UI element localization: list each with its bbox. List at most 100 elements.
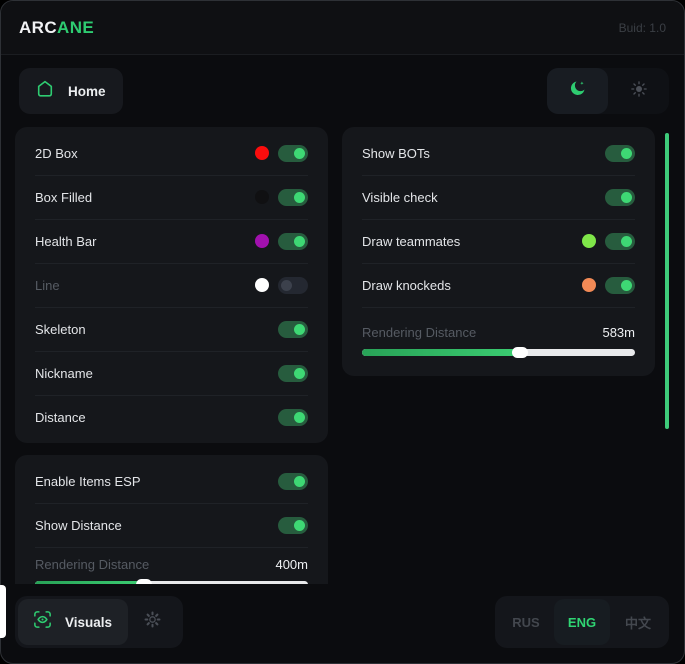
slider-fill [362, 349, 521, 356]
setting-row-draw-knockeds[interactable]: Draw knockeds [342, 263, 655, 307]
toggle-knob [621, 147, 632, 159]
toggle-knob [621, 191, 632, 203]
toggle-knob [621, 235, 632, 247]
setting-label: Skeleton [35, 321, 86, 337]
toggle-knob [294, 235, 305, 247]
toggle-switch[interactable] [278, 276, 308, 294]
visuals-label: Visuals [65, 614, 113, 630]
footer-nav: Visuals [15, 596, 183, 648]
theme-switcher [547, 68, 669, 114]
player-esp-panel: 2D Box Box Filled Health Bar Line [15, 127, 328, 443]
toggle-switch[interactable] [605, 188, 635, 206]
title-bar: ARCANE Buid: 1.0 [1, 1, 684, 55]
setting-row-line[interactable]: Line [15, 263, 328, 307]
items-rendering-distance-slider-block: Rendering Distance 400m [15, 547, 328, 584]
toggle-switch[interactable] [278, 364, 308, 382]
toggle-switch[interactable] [605, 232, 635, 250]
toggle-switch[interactable] [278, 144, 308, 162]
logo-text-primary: ARC [19, 17, 58, 37]
home-label: Home [68, 83, 106, 99]
setting-row-visible-check[interactable]: Visible check [342, 175, 655, 219]
visuals-tab[interactable]: Visuals [18, 599, 128, 645]
setting-label: Draw teammates [362, 233, 461, 249]
toggle-switch[interactable] [278, 516, 308, 534]
toggle-switch[interactable] [278, 232, 308, 250]
toggle-knob [294, 147, 305, 159]
slider-fill [35, 581, 145, 584]
sun-icon [630, 80, 648, 103]
toggle-switch[interactable] [278, 188, 308, 206]
toggle-knob [294, 519, 305, 531]
toggle-knob [294, 191, 305, 203]
right-column: Show BOTs Visible check Draw teammates D… [342, 127, 655, 376]
setting-row-distance[interactable]: Distance [15, 395, 328, 439]
toggle-knob [281, 279, 292, 291]
setting-row-skeleton[interactable]: Skeleton [15, 307, 328, 351]
color-swatch[interactable] [255, 146, 269, 160]
toggle-switch[interactable] [605, 276, 635, 294]
setting-label: Draw knockeds [362, 277, 451, 293]
setting-label: Nickname [35, 365, 93, 381]
language-button-eng[interactable]: ENG [554, 599, 610, 645]
home-tab[interactable]: Home [19, 68, 123, 114]
setting-label: Show BOTs [362, 145, 430, 161]
color-swatch[interactable] [582, 234, 596, 248]
language-button-zh[interactable]: 中文 [624, 615, 651, 631]
vertical-scrollbar[interactable] [665, 133, 669, 429]
settings-tab[interactable] [128, 599, 176, 645]
setting-label: Line [35, 277, 60, 293]
setting-label: Distance [35, 409, 86, 425]
setting-label: 2D Box [35, 145, 78, 161]
slider-thumb[interactable] [512, 347, 529, 358]
logo-text-accent: ANE [57, 17, 95, 37]
slider-track[interactable] [35, 579, 308, 584]
setting-label: Enable Items ESP [35, 473, 141, 489]
setting-label: Visible check [362, 189, 438, 205]
dark-theme-button[interactable] [547, 68, 608, 114]
color-swatch[interactable] [582, 278, 596, 292]
visuals-eye-scan-icon [32, 609, 53, 635]
setting-label: Health Bar [35, 233, 97, 249]
slider-value: 583m [602, 324, 635, 340]
setting-label: Show Distance [35, 517, 122, 533]
color-swatch[interactable] [255, 190, 269, 204]
home-icon [35, 79, 55, 104]
color-swatch[interactable] [255, 278, 269, 292]
setting-row-health-bar[interactable]: Health Bar [15, 219, 328, 263]
setting-row-show-distance[interactable]: Show Distance [15, 503, 328, 547]
build-version: Buid: 1.0 [618, 20, 666, 35]
toggle-switch[interactable] [278, 320, 308, 338]
content-area: 2D Box Box Filled Health Bar Line [15, 127, 655, 584]
items-esp-panel: Enable Items ESP Show Distance Rendering… [15, 455, 328, 584]
light-theme-button[interactable] [608, 68, 669, 114]
bots-panel: Show BOTs Visible check Draw teammates D… [342, 127, 655, 376]
toggle-knob [294, 475, 305, 487]
slider-label: Rendering Distance [362, 324, 477, 340]
moon-icon [568, 79, 587, 103]
setting-row-2d-box[interactable]: 2D Box [15, 131, 328, 175]
background-window-sliver [0, 585, 6, 638]
slider-track[interactable] [362, 347, 635, 358]
slider-label: Rendering Distance [35, 556, 150, 572]
language-switcher: RUS ENG 中文 [495, 596, 669, 648]
setting-row-enable-items-esp[interactable]: Enable Items ESP [15, 459, 328, 503]
toggle-knob [294, 367, 305, 379]
language-button-rus[interactable]: RUS [512, 614, 540, 630]
toggle-knob [621, 279, 632, 291]
gear-icon [143, 610, 162, 634]
toggle-switch[interactable] [278, 408, 308, 426]
toggle-switch[interactable] [278, 472, 308, 490]
color-swatch[interactable] [255, 234, 269, 248]
setting-row-draw-teammates[interactable]: Draw teammates [342, 219, 655, 263]
toggle-knob [294, 323, 305, 335]
setting-row-nickname[interactable]: Nickname [15, 351, 328, 395]
setting-row-show-bots[interactable]: Show BOTs [342, 131, 655, 175]
left-column: 2D Box Box Filled Health Bar Line [15, 127, 328, 584]
toggle-switch[interactable] [605, 144, 635, 162]
slider-value: 400m [275, 556, 308, 572]
slider-thumb[interactable] [136, 579, 153, 584]
setting-row-box-filled[interactable]: Box Filled [15, 175, 328, 219]
bots-rendering-distance-slider-block: Rendering Distance 583m [342, 307, 655, 372]
toggle-knob [294, 411, 305, 423]
